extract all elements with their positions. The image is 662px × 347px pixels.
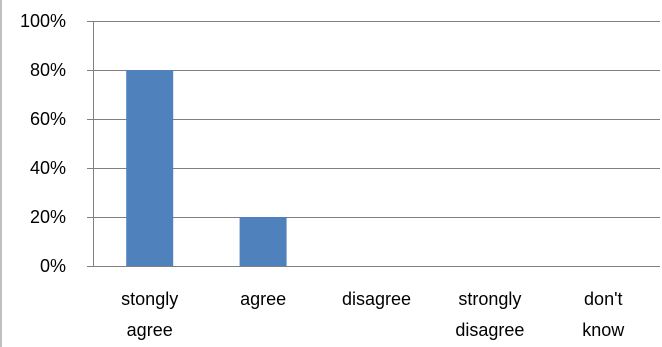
x-category-label-2-line-0: disagree: [342, 289, 411, 309]
y-tick-label-0: 0%: [40, 256, 66, 276]
x-category-label-0-line-1: agree: [127, 320, 173, 340]
bar-1: [239, 217, 287, 266]
x-category-label-4-line-0: don't: [584, 289, 622, 309]
x-category-label-1: agree: [240, 289, 286, 309]
x-category-label-0: stongly agree: [121, 289, 178, 340]
y-tick-label-5: 100%: [20, 11, 66, 31]
y-tick-label-3: 60%: [30, 109, 66, 129]
x-category-label-1-line-0: agree: [240, 289, 286, 309]
y-tick-label-4: 80%: [30, 60, 66, 80]
y-tick-label-2: 40%: [30, 158, 66, 178]
x-category-label-4: don't know: [582, 289, 625, 340]
x-category-label-3-line-0: strongly: [458, 289, 521, 309]
x-category-label-2: disagree: [342, 289, 411, 309]
x-category-label-3-line-1: disagree: [455, 320, 524, 340]
y-tick-label-1: 20%: [30, 207, 66, 227]
bar-0: [126, 70, 174, 266]
x-category-label-3: strongly disagree: [455, 289, 524, 340]
x-category-label-0-line-0: stongly: [121, 289, 178, 309]
x-category-label-4-line-1: know: [582, 320, 625, 340]
